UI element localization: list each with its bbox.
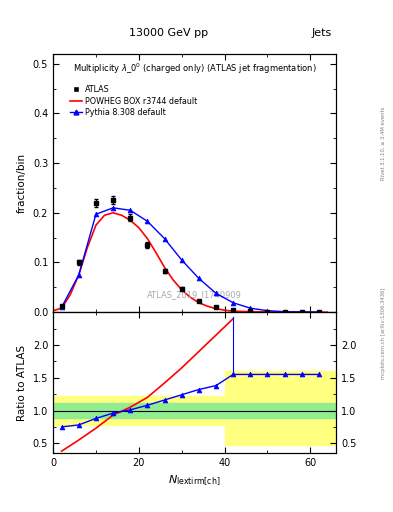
Text: ATLAS_2019_I1740909: ATLAS_2019_I1740909: [147, 290, 242, 299]
Y-axis label: fraction/bin: fraction/bin: [17, 153, 27, 213]
Text: mcplots.cern.ch [arXiv:1306.3436]: mcplots.cern.ch [arXiv:1306.3436]: [381, 287, 386, 378]
Y-axis label: Ratio to ATLAS: Ratio to ATLAS: [17, 345, 27, 421]
Legend: ATLAS, POWHEG BOX r3744 default, Pythia 8.308 default: ATLAS, POWHEG BOX r3744 default, Pythia …: [68, 83, 199, 119]
X-axis label: $N_{\mathrm{lextirm[ch]}}$: $N_{\mathrm{lextirm[ch]}}$: [168, 474, 221, 488]
Text: Rivet 3.1.10, ≥ 3.4M events: Rivet 3.1.10, ≥ 3.4M events: [381, 106, 386, 180]
Text: 13000 GeV pp: 13000 GeV pp: [129, 28, 209, 38]
Text: Jets: Jets: [312, 28, 332, 38]
Text: Multiplicity $\lambda\_0^0$ (charged only) (ATLAS jet fragmentation): Multiplicity $\lambda\_0^0$ (charged onl…: [73, 61, 316, 76]
